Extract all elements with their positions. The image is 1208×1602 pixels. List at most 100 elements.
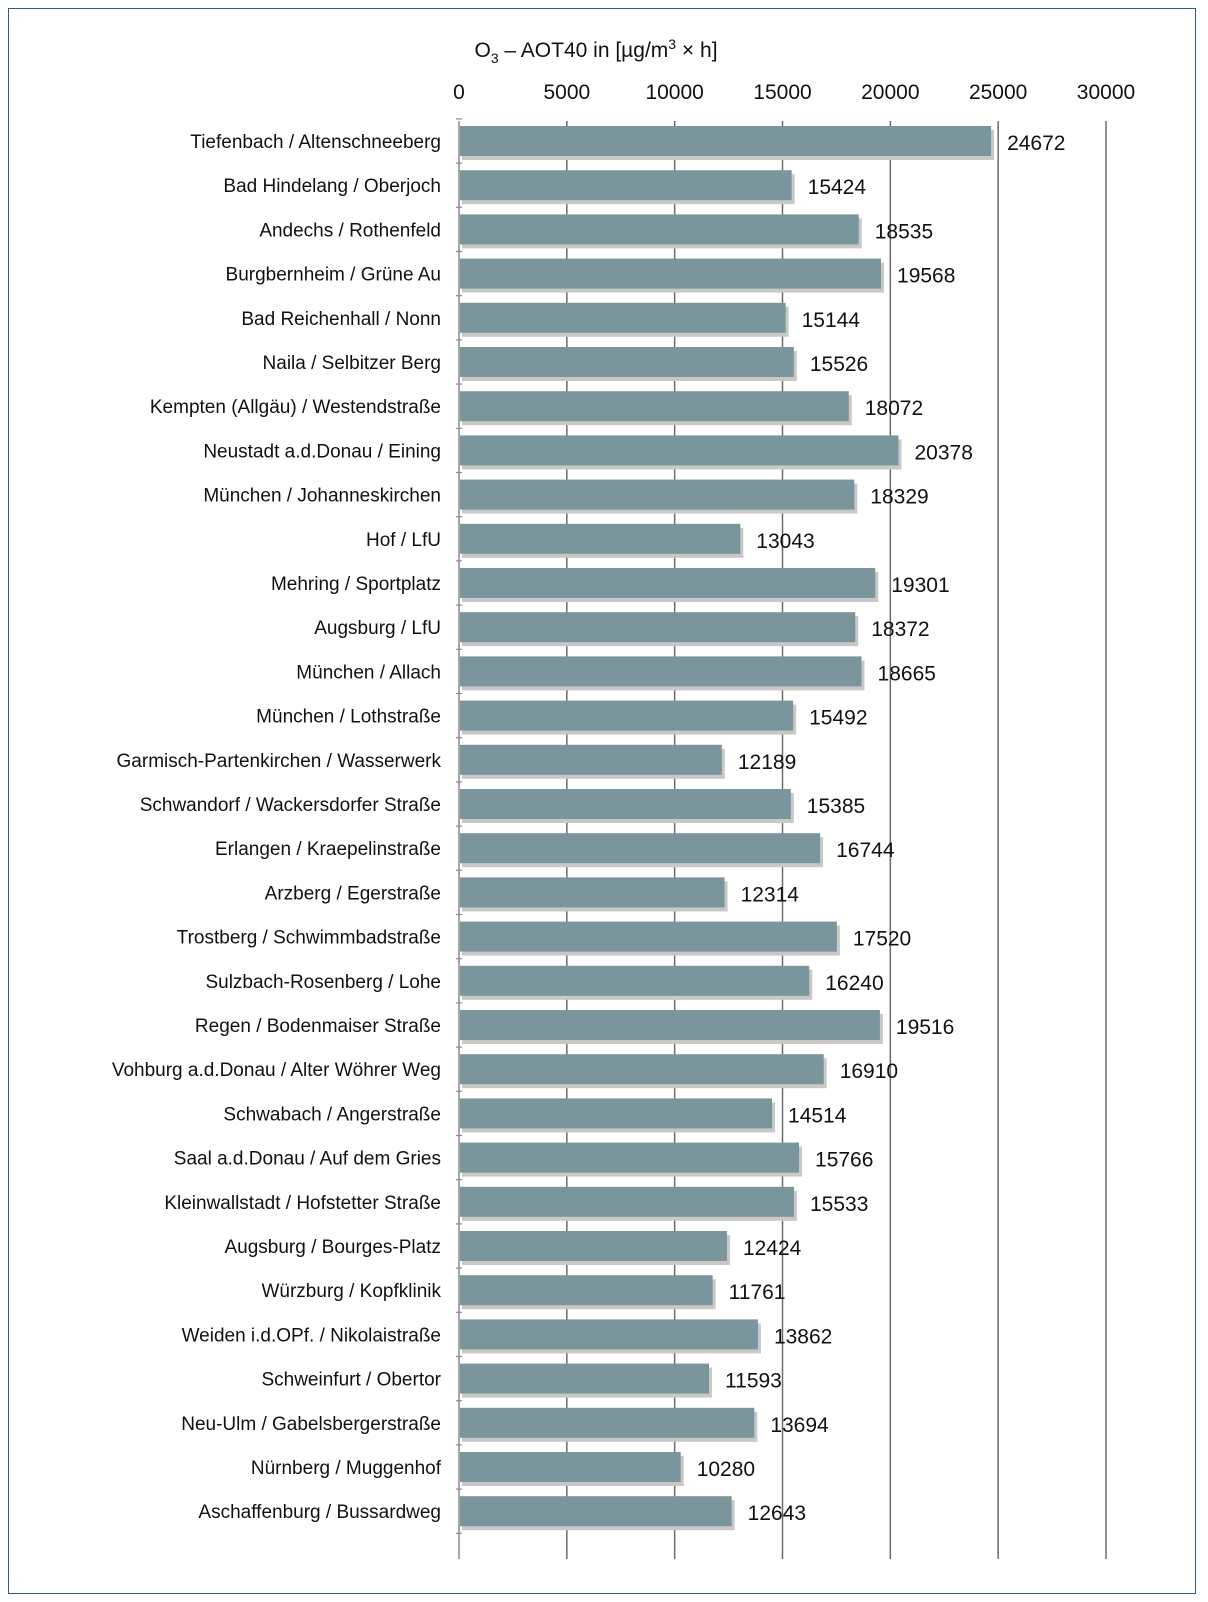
category-label: Vohburg a.d.Donau / Alter Wöhrer Weg <box>112 1060 441 1081</box>
bar-17 <box>460 833 821 864</box>
data-label: 18072 <box>865 397 923 420</box>
x-axis-ticks: 0 5000 10000 15000 20000 25000 30000 <box>453 81 1135 104</box>
data-label: 18535 <box>875 220 933 243</box>
category-label: Augsburg / Bourges-Platz <box>224 1237 441 1258</box>
category-label: Andechs / Rothenfeld <box>259 220 441 241</box>
data-label: 15144 <box>802 309 861 332</box>
data-label: 19568 <box>897 265 955 288</box>
category-label: Tiefenbach / Altenschneeberg <box>190 132 441 153</box>
category-label: Würzburg / Kopfklinik <box>261 1281 441 1302</box>
category-label: Aschaffenburg / Bussardweg <box>198 1502 441 1523</box>
bar-21 <box>460 1010 880 1040</box>
data-label: 16910 <box>840 1060 898 1083</box>
category-label: Kleinwallstadt / Hofstetter Straße <box>164 1193 441 1214</box>
category-label: Trostberg / Schwimmbadstraße <box>177 928 441 949</box>
category-label: Augsburg / LfU <box>314 618 441 639</box>
category-label: Kempten (Allgäu) / Westendstraße <box>150 397 441 418</box>
data-label: 15533 <box>810 1193 868 1216</box>
x-tick-label-15000: 15000 <box>753 81 811 104</box>
bar-23 <box>460 1098 773 1129</box>
bar-31 <box>460 1452 681 1482</box>
data-label: 12189 <box>738 751 796 774</box>
bar-29 <box>460 1363 710 1394</box>
category-label: München / Johanneskirchen <box>203 486 441 507</box>
data-label: 11761 <box>729 1281 786 1304</box>
category-label: Weiden i.d.OPf. / Nikolaistraße <box>182 1325 441 1346</box>
data-label: 15526 <box>810 353 868 376</box>
data-label: 13694 <box>770 1414 829 1437</box>
chart-frame: O3 – AOT40 in [µg/m3 × h] 0 5000 10000 1500… <box>8 8 1196 1594</box>
x-tick-label-30000: 30000 <box>1077 81 1135 104</box>
category-label: Erlangen / Kraepelinstraße <box>215 839 441 860</box>
data-label: 24672 <box>1007 132 1065 155</box>
data-label: 16744 <box>836 839 895 862</box>
chart-title: O3 – AOT40 in [µg/m3 × h] <box>474 36 717 66</box>
bar-16 <box>460 789 791 819</box>
bar-11 <box>460 568 876 598</box>
bar-13 <box>460 656 862 687</box>
bar-24 <box>460 1142 800 1173</box>
bar-30 <box>460 1407 755 1438</box>
data-label: 20378 <box>914 441 972 464</box>
data-label: 19301 <box>891 574 949 597</box>
category-label: München / Lothstraße <box>256 707 441 728</box>
category-label: Schwabach / Angerstraße <box>223 1104 441 1125</box>
bar-7 <box>460 391 849 422</box>
category-label: Nürnberg / Muggenhof <box>251 1458 442 1479</box>
bar-18 <box>460 877 725 908</box>
category-label: Regen / Bodenmaiser Straße <box>195 1016 441 1037</box>
x-tick-label-10000: 10000 <box>645 81 703 104</box>
category-label: Schwandorf / Wackersdorfer Straße <box>140 795 441 816</box>
category-label: Neustadt a.d.Donau / Eining <box>203 441 441 462</box>
bar-32 <box>460 1496 732 1527</box>
bar-22 <box>460 1054 824 1085</box>
data-label: 18329 <box>870 486 928 509</box>
bar-4 <box>460 258 882 289</box>
bar-8 <box>460 435 899 466</box>
data-labels: 24672 15424 18535 19568 15144 15526 18072 20378… <box>697 132 1066 1525</box>
data-label: 18372 <box>871 618 929 641</box>
category-label: Mehring / Sportplatz <box>271 574 441 595</box>
bar-5 <box>460 302 786 333</box>
category-label: Garmisch-Partenkirchen / Wasserwerk <box>117 751 442 772</box>
data-label: 10280 <box>697 1458 755 1481</box>
bar-chart: O3 – AOT40 in [µg/m3 × h] 0 5000 10000 1500… <box>112 36 1135 1559</box>
category-labels: Tiefenbach / Altenschneeberg Bad Hindelan… <box>112 132 442 1523</box>
data-label: 16240 <box>825 972 883 995</box>
bars <box>460 126 995 1531</box>
data-label: 15424 <box>808 176 867 199</box>
category-label: Schweinfurt / Obertor <box>261 1370 441 1391</box>
category-label: Bad Hindelang / Oberjoch <box>223 176 441 197</box>
category-label: Arzberg / Egerstraße <box>265 883 441 904</box>
bar-6 <box>460 347 794 377</box>
data-label: 13043 <box>756 530 814 553</box>
bar-15 <box>460 744 722 775</box>
category-label: Burgbernheim / Grüne Au <box>226 265 441 286</box>
data-label: 15766 <box>815 1149 873 1172</box>
bar-20 <box>460 965 810 996</box>
bar-2 <box>460 170 792 201</box>
data-label: 12314 <box>741 883 800 906</box>
data-label: 12424 <box>743 1237 802 1260</box>
bar-19 <box>460 921 837 952</box>
data-label: 17520 <box>853 928 911 951</box>
x-tick-label-5000: 5000 <box>543 81 590 104</box>
bar-27 <box>460 1275 713 1306</box>
category-label: Naila / Selbitzer Berg <box>263 353 441 374</box>
x-tick-label-20000: 20000 <box>861 81 919 104</box>
category-label: Saal a.d.Donau / Auf dem Gries <box>174 1149 441 1170</box>
bar-14 <box>460 700 794 731</box>
data-label: 15385 <box>807 795 865 818</box>
data-label: 14514 <box>788 1104 847 1127</box>
bar-10 <box>460 523 741 554</box>
bar-28 <box>460 1319 758 1350</box>
data-label: 15492 <box>809 707 867 730</box>
bar-1 <box>460 126 992 156</box>
data-label: 13862 <box>774 1325 832 1348</box>
x-tick-label-25000: 25000 <box>969 81 1027 104</box>
category-label: Bad Reichenhall / Nonn <box>241 309 441 330</box>
category-label: München / Allach <box>296 662 441 683</box>
category-label: Sulzbach-Rosenberg / Lohe <box>205 972 441 993</box>
data-label: 19516 <box>896 1016 954 1039</box>
bar-12 <box>460 612 856 643</box>
